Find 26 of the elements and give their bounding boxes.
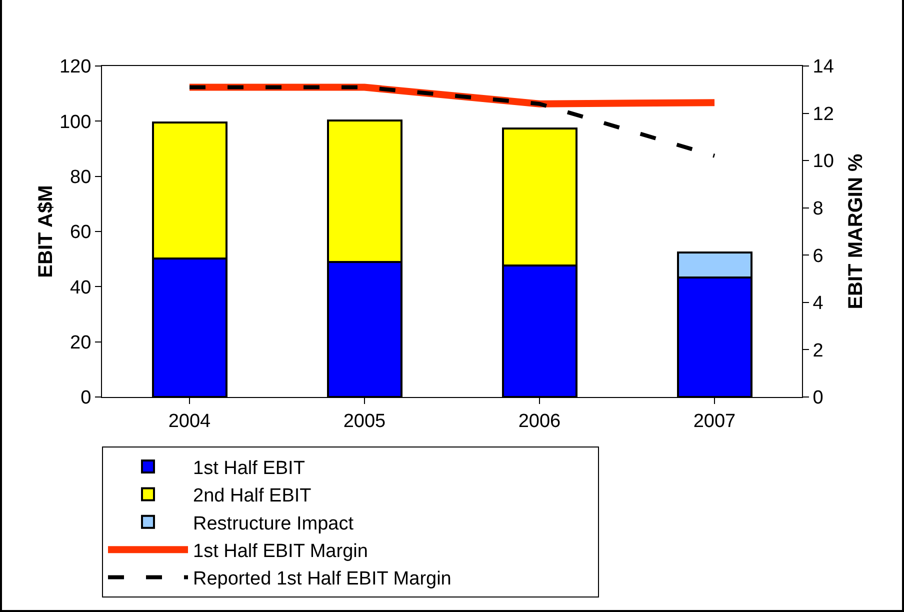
y2-tick-label: 0 xyxy=(812,388,824,409)
x-tick-label: 2004 xyxy=(168,410,212,432)
y-tick-label: 0 xyxy=(80,388,92,409)
y2-tick-label: 10 xyxy=(812,151,834,172)
legend-label: Restructure Impact xyxy=(193,513,354,534)
y-tick-label: 120 xyxy=(59,56,92,78)
y2-tick-label: 6 xyxy=(812,246,824,267)
legend-label: 2nd Half EBIT xyxy=(193,486,312,507)
y2-tick-label: 14 xyxy=(812,56,834,78)
y-tick-label: 20 xyxy=(70,332,92,354)
y2-tick-label: 12 xyxy=(812,104,834,125)
y-axis-title: EBIT A$M xyxy=(35,185,57,278)
legend-label: 1st Half EBIT xyxy=(193,458,306,479)
y2-tick-label: 8 xyxy=(812,198,824,220)
y2-tick-label: 2 xyxy=(812,340,824,362)
y2-axis-title: EBIT MARGIN % xyxy=(845,154,867,310)
legend-label: Reported 1st Half EBIT Margin xyxy=(193,568,452,590)
y2-tick-label: 4 xyxy=(812,293,824,314)
y-tick-label: 40 xyxy=(70,277,92,298)
y-tick-label: 80 xyxy=(70,166,92,188)
y-tick-label: 100 xyxy=(59,112,92,133)
legend-label: 1st Half EBIT Margin xyxy=(193,541,368,562)
x-tick-label: 2006 xyxy=(518,410,561,432)
y-tick-label: 60 xyxy=(70,222,92,244)
x-tick-label: 2007 xyxy=(693,410,736,432)
x-tick-label: 2005 xyxy=(343,410,386,432)
